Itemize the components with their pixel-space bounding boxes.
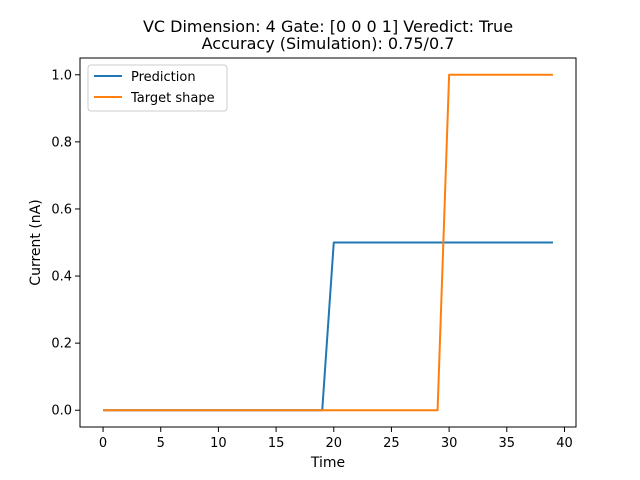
x-tick-label: 15 — [268, 436, 285, 451]
y-axis-ticks: 0.0 0.2 0.4 0.6 0.8 1.0 — [51, 68, 80, 419]
x-axis-label: Time — [310, 455, 345, 471]
x-tick-label: 25 — [383, 436, 400, 451]
x-tick-label: 10 — [210, 436, 227, 451]
y-tick-label: 0.2 — [51, 337, 72, 352]
x-tick-label: 30 — [441, 436, 458, 451]
y-tick-label: 0.6 — [51, 202, 72, 217]
legend-label-prediction: Prediction — [131, 70, 196, 85]
legend-label-target-shape: Target shape — [130, 91, 215, 106]
plot-area — [103, 73, 553, 412]
x-tick-label: 35 — [499, 436, 516, 451]
axes-frame — [79, 57, 577, 428]
y-tick-label: 0.8 — [51, 135, 72, 150]
y-axis-label: Current (nA) — [28, 199, 44, 285]
x-tick-label: 40 — [556, 436, 573, 451]
x-tick-label: 0 — [99, 436, 107, 451]
legend: Prediction Target shape — [87, 64, 228, 112]
y-tick-label: 1.0 — [51, 68, 72, 83]
x-tick-label: 5 — [157, 436, 165, 451]
chart-title-line1: VC Dimension: 4 Gate: [0 0 0 1] Veredict… — [143, 17, 513, 36]
chart-title-line2: Accuracy (Simulation): 0.75/0.7 — [202, 34, 455, 53]
legend-box — [87, 64, 228, 112]
series-line-target-shape — [103, 73, 553, 412]
y-tick-label: 0.0 — [51, 404, 72, 419]
y-tick-label: 0.4 — [51, 270, 72, 285]
x-tick-label: 20 — [325, 436, 342, 451]
x-axis-ticks: 0 5 10 15 20 25 30 35 40 — [99, 427, 573, 451]
